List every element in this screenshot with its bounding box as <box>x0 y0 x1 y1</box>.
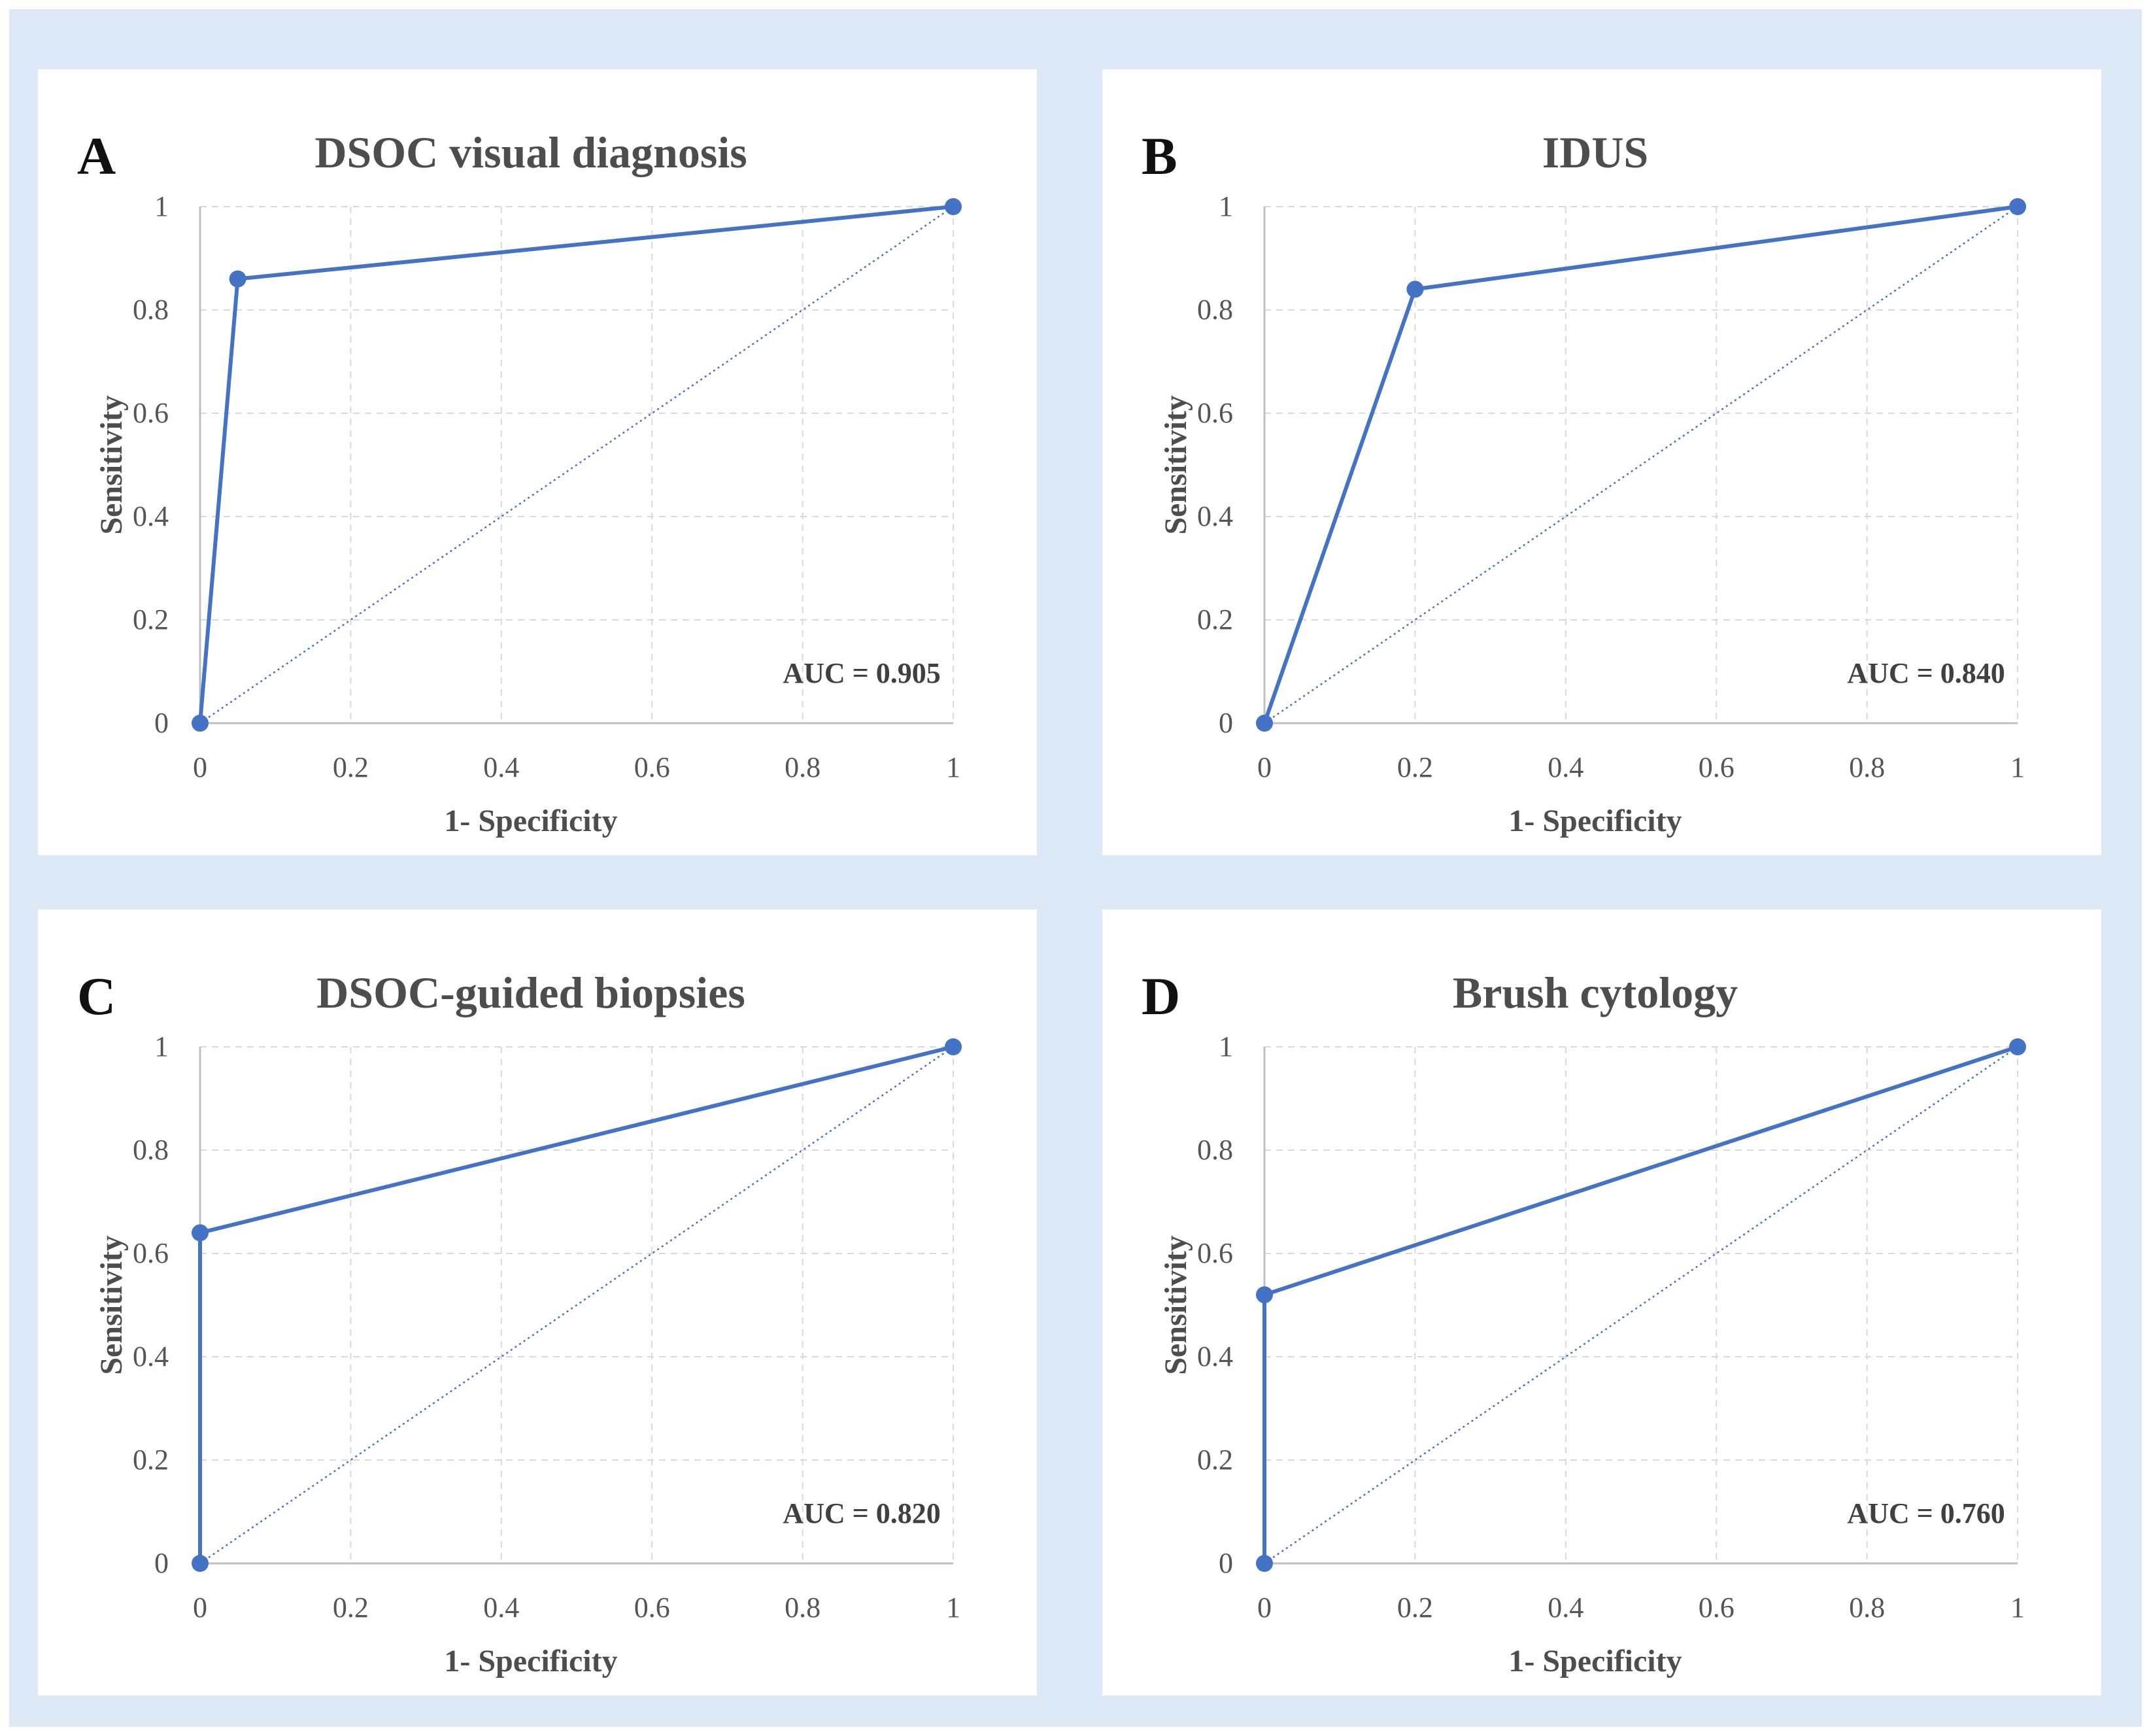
y-tick-label: 0.8 <box>1197 1134 1233 1166</box>
x-axis-title: 1- Specificity <box>444 1644 617 1678</box>
y-tick-label: 0.2 <box>133 1444 169 1476</box>
x-tick-label: 0 <box>193 1591 207 1624</box>
x-tick-label: 0.6 <box>1699 751 1735 783</box>
y-tick-label: 0 <box>154 707 169 739</box>
y-tick-label: 1 <box>154 1030 169 1063</box>
y-tick-label: 0.4 <box>1197 500 1233 532</box>
roc-point <box>1406 281 1424 298</box>
x-tick-label: 0.2 <box>333 751 369 783</box>
y-tick-label: 0.6 <box>133 397 169 429</box>
x-tick-label: 0.4 <box>1548 751 1584 783</box>
y-tick-label: 0 <box>1219 1547 1233 1579</box>
y-axis-title: Sensitivity <box>1159 395 1193 534</box>
reference-line <box>1264 205 2018 724</box>
reference-line <box>199 205 954 724</box>
y-tick-label: 0.6 <box>1197 1237 1233 1269</box>
x-tick-label: 0.6 <box>634 1591 670 1624</box>
gridlines <box>200 206 954 723</box>
y-tick-label: 0 <box>1219 707 1233 739</box>
y-tick-label: 1 <box>1219 1030 1233 1063</box>
y-axis-title: Sensitivity <box>94 1235 129 1374</box>
auc-annotation: AUC = 0.840 <box>1847 657 2005 689</box>
auc-annotation: AUC = 0.905 <box>783 657 940 689</box>
roc-chart: D Brush cytology 0 0.2 0.4 0.6 0.8 1 0 0.2 0.4 0.6 0… <box>1142 966 2026 1678</box>
y-tick-label: 0.2 <box>1197 1444 1233 1476</box>
x-tick-label: 0 <box>1257 1591 1272 1624</box>
x-tick-label: 0.4 <box>1548 1591 1584 1624</box>
roc-chart: C DSOC-guided biopsies 0 0.2 0.4 0.6 0.8 1 0 0.2 0… <box>77 966 962 1678</box>
chart-title: IDUS <box>1542 128 1649 177</box>
reference-line <box>199 1046 954 1565</box>
roc-point <box>2009 1038 2026 1055</box>
auc-annotation: AUC = 0.820 <box>783 1497 940 1529</box>
x-tick-label: 0.8 <box>785 1591 821 1624</box>
y-tick-label: 0.6 <box>133 1237 169 1269</box>
roc-point <box>1256 1286 1273 1304</box>
reference-line <box>1264 1046 2018 1565</box>
panel-d: D Brush cytology 0 0.2 0.4 0.6 0.8 1 0 0.2 0.4 0.6 0… <box>1102 910 2101 1695</box>
y-tick-label: 0.4 <box>133 500 169 532</box>
x-axis-title: 1- Specificity <box>444 804 617 838</box>
panel-c: C DSOC-guided biopsies 0 0.2 0.4 0.6 0.8 1 0 0.2 0… <box>38 910 1037 1695</box>
x-tick-label: 0.2 <box>333 1591 369 1624</box>
chart-title: DSOC-guided biopsies <box>316 968 745 1017</box>
x-tick-label: 0.4 <box>483 751 519 783</box>
x-tick-label: 0.6 <box>634 751 670 783</box>
y-tick-label: 0.8 <box>133 1134 169 1166</box>
y-tick-label: 1 <box>1219 190 1233 222</box>
roc-chart: A DSOC visual diagnosis 0 0.2 0.4 0.6 0.8 1 0 0.2… <box>77 126 962 838</box>
gridlines <box>200 1046 954 1563</box>
x-tick-label: 1 <box>946 751 960 783</box>
panel-label: D <box>1142 966 1180 1026</box>
panel-label: B <box>1142 126 1177 186</box>
y-tick-label: 1 <box>154 190 169 222</box>
gridlines <box>1264 1046 2018 1563</box>
roc-point <box>945 198 962 215</box>
x-tick-label: 1 <box>2010 1591 2025 1624</box>
roc-point <box>229 270 246 288</box>
roc-point <box>945 1038 962 1055</box>
panel-label: A <box>77 126 116 186</box>
roc-point <box>192 1224 209 1242</box>
x-tick-label: 0 <box>193 751 207 783</box>
y-tick-label: 0.8 <box>1197 294 1233 326</box>
y-tick-label: 0.2 <box>1197 604 1233 636</box>
figure-background: A DSOC visual diagnosis 0 0.2 0.4 0.6 0.8 1 0 0.2… <box>9 9 2142 1727</box>
y-tick-label: 0.6 <box>1197 397 1233 429</box>
x-tick-label: 0.8 <box>1849 1591 1885 1624</box>
auc-annotation: AUC = 0.760 <box>1847 1497 2005 1529</box>
roc-point <box>2009 198 2026 215</box>
y-tick-label: 0.4 <box>1197 1340 1233 1372</box>
chart-title: Brush cytology <box>1453 968 1738 1017</box>
x-tick-label: 0.2 <box>1397 751 1433 783</box>
panel-label: C <box>77 966 116 1026</box>
y-axis-title: Sensitivity <box>94 395 129 534</box>
y-tick-label: 0.8 <box>133 294 169 326</box>
x-tick-label: 1 <box>2010 751 2025 783</box>
chart-title: DSOC visual diagnosis <box>314 128 747 177</box>
roc-chart: B IDUS 0 0.2 0.4 0.6 0.8 1 0 0.2 0.4 0.6 0.8 1 1- Spec… <box>1142 126 2026 838</box>
y-tick-label: 0 <box>154 1547 169 1579</box>
x-axis-title: 1- Specificity <box>1508 804 1682 838</box>
x-tick-label: 0.6 <box>1699 1591 1735 1624</box>
x-tick-label: 0.4 <box>483 1591 519 1624</box>
y-axis-title: Sensitivity <box>1159 1235 1193 1374</box>
panel-b: B IDUS 0 0.2 0.4 0.6 0.8 1 0 0.2 0.4 0.6 0.8 1 1- Spec… <box>1102 69 2101 855</box>
x-tick-label: 0.2 <box>1397 1591 1433 1624</box>
panel-a: A DSOC visual diagnosis 0 0.2 0.4 0.6 0.8 1 0 0.2… <box>38 69 1037 855</box>
x-axis-title: 1- Specificity <box>1508 1644 1682 1678</box>
x-tick-label: 0.8 <box>1849 751 1885 783</box>
x-tick-label: 0 <box>1257 751 1272 783</box>
y-tick-label: 0.2 <box>133 604 169 636</box>
x-tick-label: 0.8 <box>785 751 821 783</box>
x-tick-label: 1 <box>946 1591 960 1624</box>
y-tick-label: 0.4 <box>133 1340 169 1372</box>
